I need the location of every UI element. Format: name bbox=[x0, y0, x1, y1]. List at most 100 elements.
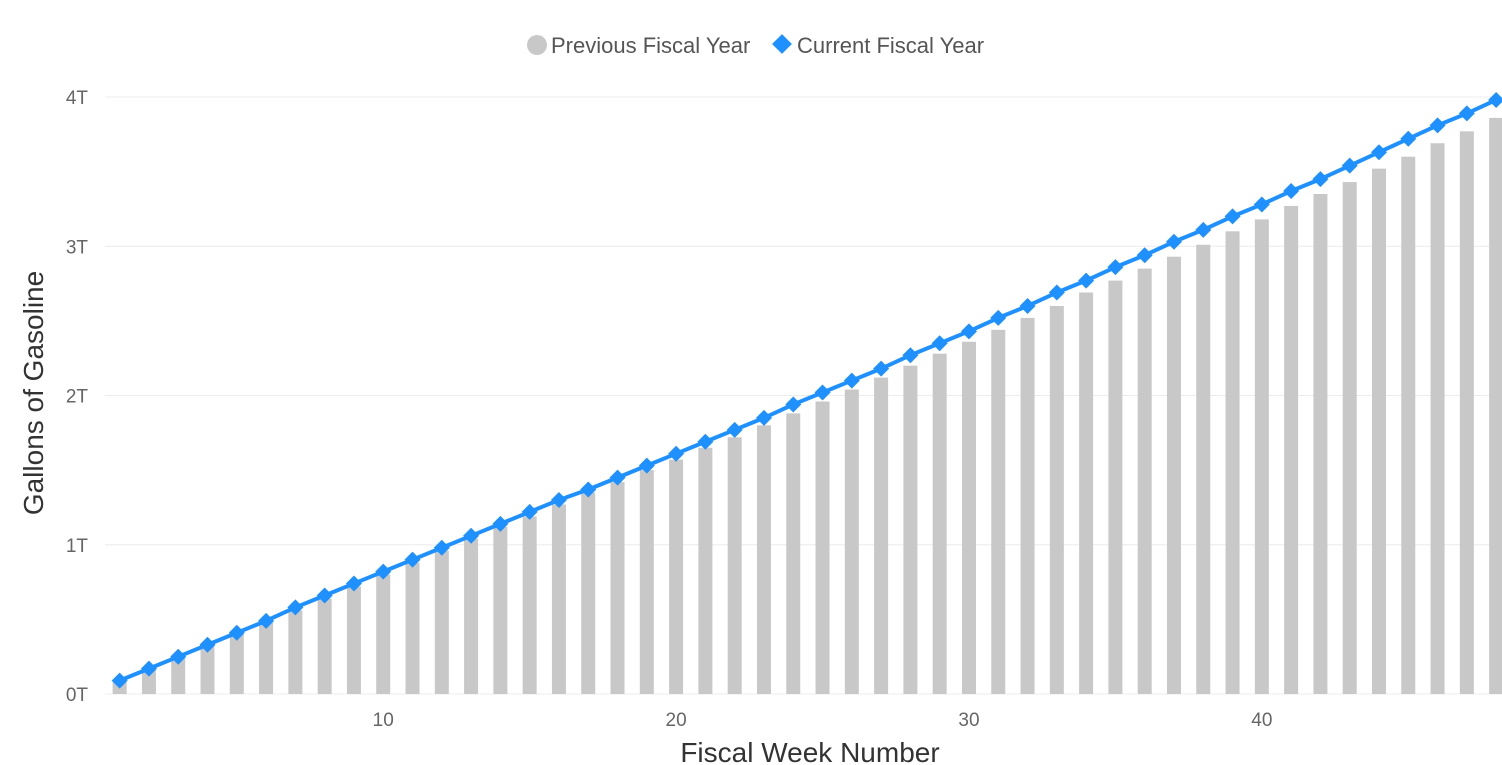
point-current[interactable] bbox=[1429, 117, 1446, 134]
point-current[interactable] bbox=[1048, 284, 1065, 301]
bar-previous[interactable] bbox=[932, 353, 947, 694]
point-current[interactable] bbox=[111, 672, 128, 689]
x-axis-title: Fiscal Week Number bbox=[680, 737, 939, 765]
bar-previous[interactable] bbox=[961, 341, 976, 694]
bar-previous[interactable] bbox=[1166, 256, 1181, 694]
bar-previous[interactable] bbox=[1342, 182, 1357, 694]
point-current[interactable] bbox=[1078, 272, 1095, 289]
bar-previous[interactable] bbox=[991, 329, 1006, 694]
bar-previous[interactable] bbox=[1284, 205, 1299, 694]
bar-previous[interactable] bbox=[141, 670, 156, 694]
point-current[interactable] bbox=[463, 527, 480, 544]
bar-previous[interactable] bbox=[1371, 168, 1386, 694]
bar-previous[interactable] bbox=[1108, 280, 1123, 694]
point-current[interactable] bbox=[755, 409, 772, 426]
bar-previous[interactable] bbox=[229, 634, 244, 694]
point-current[interactable] bbox=[873, 360, 890, 377]
legend-item-current[interactable]: Current Fiscal Year bbox=[772, 33, 984, 58]
point-current[interactable] bbox=[199, 636, 216, 653]
point-current[interactable] bbox=[345, 575, 362, 592]
point-current[interactable] bbox=[1400, 130, 1417, 147]
point-current[interactable] bbox=[990, 309, 1007, 326]
point-current[interactable] bbox=[1253, 196, 1270, 213]
point-current[interactable] bbox=[902, 347, 919, 364]
point-current[interactable] bbox=[580, 481, 597, 498]
point-current[interactable] bbox=[140, 660, 157, 677]
y-tick-label: 1T bbox=[66, 536, 89, 557]
bar-previous[interactable] bbox=[405, 562, 420, 694]
point-current[interactable] bbox=[1341, 157, 1358, 174]
point-current[interactable] bbox=[170, 648, 187, 665]
bar-previous[interactable] bbox=[1020, 317, 1035, 694]
bar-previous[interactable] bbox=[200, 646, 215, 694]
point-current[interactable] bbox=[433, 539, 450, 556]
bar-previous[interactable] bbox=[259, 622, 274, 694]
bar-previous[interactable] bbox=[1137, 268, 1152, 694]
point-current[interactable] bbox=[228, 624, 245, 641]
bar-previous[interactable] bbox=[786, 413, 801, 694]
bar-previous[interactable] bbox=[1459, 131, 1474, 694]
bar-previous[interactable] bbox=[727, 437, 742, 694]
point-current[interactable] bbox=[1165, 233, 1182, 250]
point-current[interactable] bbox=[492, 515, 509, 532]
point-current[interactable] bbox=[638, 457, 655, 474]
bar-previous[interactable] bbox=[1225, 231, 1240, 694]
bar-previous[interactable] bbox=[171, 658, 186, 694]
bar-previous[interactable] bbox=[551, 504, 566, 694]
bar-previous[interactable] bbox=[434, 550, 449, 694]
point-current[interactable] bbox=[1283, 183, 1300, 200]
bar-previous[interactable] bbox=[1430, 143, 1445, 694]
point-current[interactable] bbox=[1107, 259, 1124, 276]
bar-previous[interactable] bbox=[610, 482, 625, 694]
bar-previous[interactable] bbox=[815, 401, 830, 694]
point-current[interactable] bbox=[1458, 105, 1475, 122]
bar-previous[interactable] bbox=[376, 574, 391, 694]
point-current[interactable] bbox=[521, 503, 538, 520]
bar-previous[interactable] bbox=[1079, 292, 1094, 694]
point-current[interactable] bbox=[287, 599, 304, 616]
bar-previous[interactable] bbox=[844, 389, 859, 694]
bar-previous[interactable] bbox=[1196, 244, 1211, 694]
point-current[interactable] bbox=[960, 323, 977, 340]
point-current[interactable] bbox=[375, 563, 392, 580]
bar-previous[interactable] bbox=[464, 538, 479, 694]
bar-previous[interactable] bbox=[639, 470, 654, 694]
point-current[interactable] bbox=[1370, 144, 1387, 161]
point-current[interactable] bbox=[258, 612, 275, 629]
bar-previous[interactable] bbox=[317, 598, 332, 694]
bar-previous[interactable] bbox=[1049, 305, 1064, 694]
bar-previous[interactable] bbox=[1489, 117, 1502, 694]
legend-item-previous[interactable]: Previous Fiscal Year bbox=[527, 33, 750, 58]
point-current[interactable] bbox=[550, 491, 567, 508]
point-current[interactable] bbox=[843, 372, 860, 389]
bar-previous[interactable] bbox=[1254, 219, 1269, 694]
bar-previous[interactable] bbox=[874, 377, 889, 694]
bar-previous[interactable] bbox=[346, 586, 361, 694]
point-current[interactable] bbox=[1195, 221, 1212, 238]
point-current[interactable] bbox=[404, 551, 421, 568]
point-current[interactable] bbox=[1312, 171, 1329, 188]
point-current[interactable] bbox=[609, 469, 626, 486]
bar-previous[interactable] bbox=[698, 447, 713, 694]
point-current[interactable] bbox=[1488, 91, 1502, 108]
point-current[interactable] bbox=[1019, 297, 1036, 314]
point-current[interactable] bbox=[931, 335, 948, 352]
bar-previous[interactable] bbox=[669, 459, 684, 694]
bar-previous[interactable] bbox=[581, 492, 596, 694]
bar-previous[interactable] bbox=[522, 516, 537, 694]
bar-previous[interactable] bbox=[903, 365, 918, 694]
point-current[interactable] bbox=[726, 421, 743, 438]
bar-previous[interactable] bbox=[493, 526, 508, 694]
bar-previous[interactable] bbox=[1401, 156, 1416, 694]
point-current[interactable] bbox=[316, 587, 333, 604]
point-current[interactable] bbox=[785, 396, 802, 413]
point-current[interactable] bbox=[1136, 247, 1153, 264]
bar-previous[interactable] bbox=[1313, 194, 1328, 694]
bar-series-previous bbox=[112, 117, 1502, 694]
point-current[interactable] bbox=[697, 433, 714, 450]
point-current[interactable] bbox=[814, 384, 831, 401]
bar-previous[interactable] bbox=[756, 425, 771, 694]
point-current[interactable] bbox=[668, 445, 685, 462]
point-current[interactable] bbox=[1224, 208, 1241, 225]
bar-previous[interactable] bbox=[288, 610, 303, 694]
